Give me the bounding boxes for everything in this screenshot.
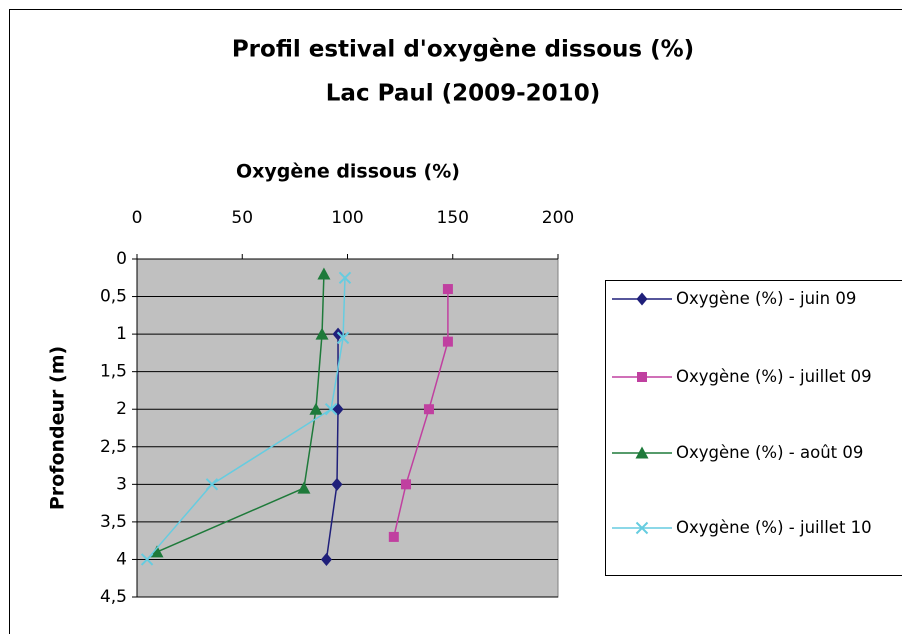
x-axis-title: Oxygène dissous (%) xyxy=(236,161,460,183)
legend-label: Oxygène (%) - juin 09 xyxy=(676,289,857,308)
marker xyxy=(150,545,164,558)
marker xyxy=(331,477,343,491)
x-tick-label: 0 xyxy=(132,208,143,228)
marker xyxy=(388,531,399,542)
x-tick-label: 150 xyxy=(437,208,469,228)
marker xyxy=(309,402,323,415)
y-tick-label: 4,5 xyxy=(100,587,127,607)
chart-title: Profil estival d'oxygène dissous (%) xyxy=(232,37,694,63)
marker xyxy=(315,327,329,340)
legend-label: Oxygène (%) - juillet 09 xyxy=(676,367,872,386)
marker xyxy=(140,553,154,566)
chart-title: Lac Paul (2009-2010) xyxy=(326,81,600,107)
marker xyxy=(401,479,412,490)
marker xyxy=(635,521,649,535)
marker xyxy=(637,372,647,382)
x-tick-label: 200 xyxy=(542,208,574,228)
marker xyxy=(317,267,331,280)
legend-symbols xyxy=(612,292,672,535)
y-tick-label: 2 xyxy=(116,399,127,419)
marker xyxy=(320,552,332,566)
marker xyxy=(636,292,648,306)
x-tick-label: 100 xyxy=(331,208,363,228)
y-tick-label: 4 xyxy=(116,549,127,569)
marker xyxy=(297,481,311,494)
y-tick-label: 1 xyxy=(116,324,127,344)
marker xyxy=(423,404,434,415)
marker xyxy=(442,284,453,295)
y-tick-label: 3 xyxy=(116,474,127,494)
plot-area xyxy=(136,258,559,598)
legend-label: Oxygène (%) - juillet 10 xyxy=(676,518,872,537)
marker xyxy=(324,403,338,416)
marker xyxy=(442,336,453,347)
legend-label: Oxygène (%) - août 09 xyxy=(676,443,864,462)
y-axis-title: Profondeur (m) xyxy=(47,346,69,510)
x-tick-label: 50 xyxy=(231,208,253,228)
y-tick-label: 1,5 xyxy=(100,362,127,382)
marker xyxy=(338,271,352,284)
y-tick-label: 2,5 xyxy=(100,437,127,457)
marker xyxy=(336,331,350,345)
y-tick-label: 0,5 xyxy=(100,287,127,307)
y-tick-label: 3,5 xyxy=(100,512,127,532)
marker xyxy=(205,478,219,491)
marker xyxy=(635,446,649,459)
y-tick-label: 0 xyxy=(116,249,127,269)
legend: Oxygène (%) - juin 09 Oxygène (%) - juill… xyxy=(605,280,902,576)
